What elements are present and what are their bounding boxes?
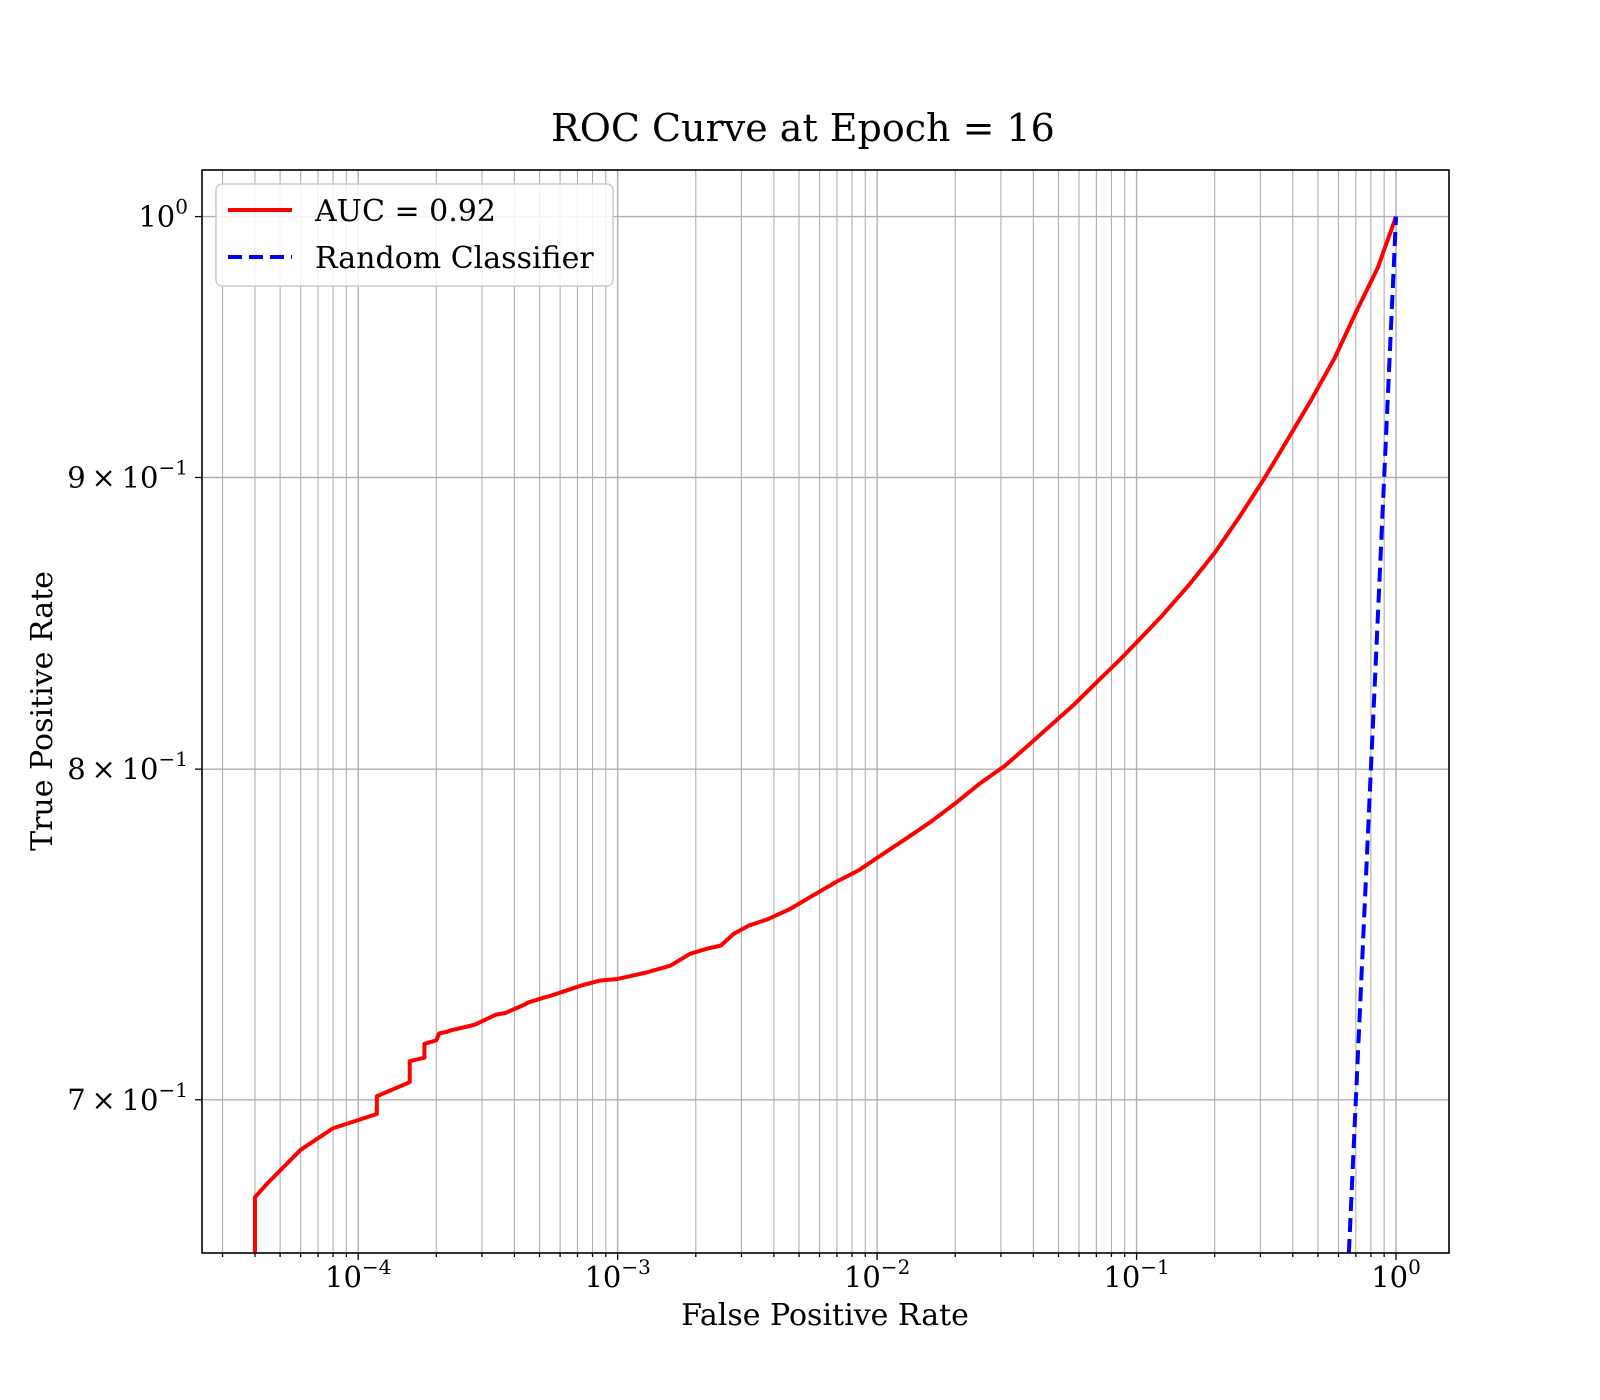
x-axis-label: False Positive Rate xyxy=(681,1298,969,1333)
x-tick-label: 10−4 xyxy=(325,1255,391,1294)
y-tick-label: 100 xyxy=(138,195,188,234)
legend-box xyxy=(215,183,614,287)
y-axis-label: True Positive Rate xyxy=(25,571,60,851)
x-tick-label: 10−2 xyxy=(844,1255,910,1294)
x-tick-label: 10−3 xyxy=(584,1255,650,1294)
axis-ticks: 10−4 10−3 10−2 10−1 100 100 9 × 10−1 8 × 10−1 7 … xyxy=(67,195,1421,1294)
roc-curve-line xyxy=(252,215,1398,1253)
x-tick-label: 100 xyxy=(1371,1255,1421,1294)
x-tick-label: 10−1 xyxy=(1103,1255,1169,1294)
legend-label-random: Random Classifier xyxy=(315,241,594,276)
grid-lines xyxy=(202,170,1449,1253)
series-layer xyxy=(252,215,1399,1253)
legend: AUC = 0.92 Random Classifier xyxy=(215,183,614,287)
random-classifier-line xyxy=(1346,216,1399,1253)
plot-frame xyxy=(201,169,1450,1254)
chart-title: ROC Curve at Epoch = 16 xyxy=(551,106,1055,150)
y-tick-label: 9 × 10−1 xyxy=(67,455,188,494)
legend-label-auc: AUC = 0.92 xyxy=(314,194,496,229)
y-tick-label: 8 × 10−1 xyxy=(67,747,188,786)
y-tick-label: 7 × 10−1 xyxy=(67,1078,188,1117)
